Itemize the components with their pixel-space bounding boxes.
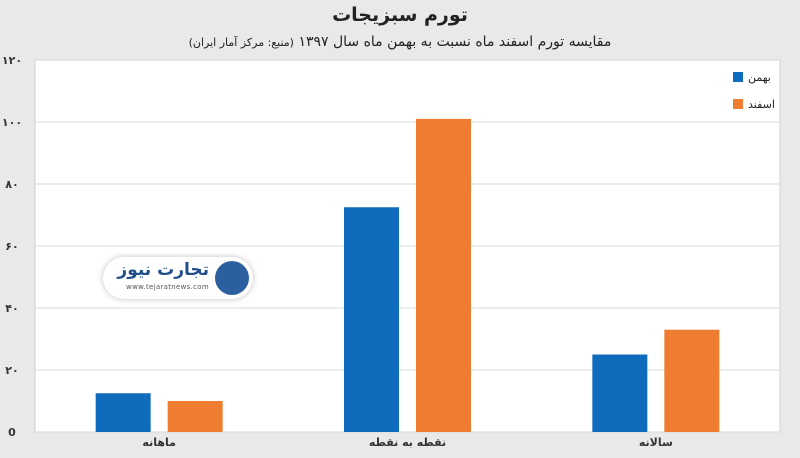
legend-label: اسفند <box>748 98 775 111</box>
legend-label: بهمن <box>748 71 771 84</box>
x-axis: ماهانه نقطه به نقطه سالانه <box>142 436 672 449</box>
chart-source: (منبع: مرکز آمار ایران) <box>188 36 294 49</box>
y-tick-label: ۸۰ <box>5 178 18 191</box>
y-tick-label: ۴۰ <box>5 302 18 315</box>
y-tick-label: 0 <box>8 426 16 439</box>
chart-title: تورم سبزیجات <box>332 4 468 26</box>
legend-swatch <box>733 99 743 109</box>
y-axis: 0 ۲۰ ۴۰ ۶۰ ۸۰ ۱۰۰ ۱۲۰ <box>2 54 22 439</box>
bar-esfand <box>416 118 471 433</box>
y-tick-label: ۱۲۰ <box>2 54 22 67</box>
x-tick-label: سالانه <box>639 436 673 449</box>
y-tick-label: ۲۰ <box>5 364 18 377</box>
watermark-url: www.tejaratnews.com <box>126 283 209 291</box>
bar-esfand <box>664 329 720 432</box>
bar-esfand <box>167 401 223 432</box>
x-tick-label: ماهانه <box>142 436 176 449</box>
chart-subtitle: مقایسه تورم اسفند ماه نسبت به بهمن ماه س… <box>0 34 800 50</box>
y-tick-label: ۱۰۰ <box>2 116 22 129</box>
x-tick-label: نقطه به نقطه <box>369 436 446 449</box>
bar-bahman <box>344 207 399 432</box>
chart-bars <box>95 118 720 433</box>
y-tick-label: ۶۰ <box>5 240 18 253</box>
watermark-name: تجارت نیوز <box>117 260 209 280</box>
bar-bahman <box>95 393 151 432</box>
bar-bahman <box>592 354 648 432</box>
chart-gridlines <box>35 59 780 433</box>
watermark-logo: تجارت نیوز www.tejaratnews.com <box>103 257 253 299</box>
legend-swatch <box>733 72 743 82</box>
chart-legend: بهمن اسفند <box>733 71 775 111</box>
tejaratnews-logo-icon <box>215 261 249 295</box>
chart-subtitle-text: مقایسه تورم اسفند ماه نسبت به بهمن ماه س… <box>298 34 612 50</box>
